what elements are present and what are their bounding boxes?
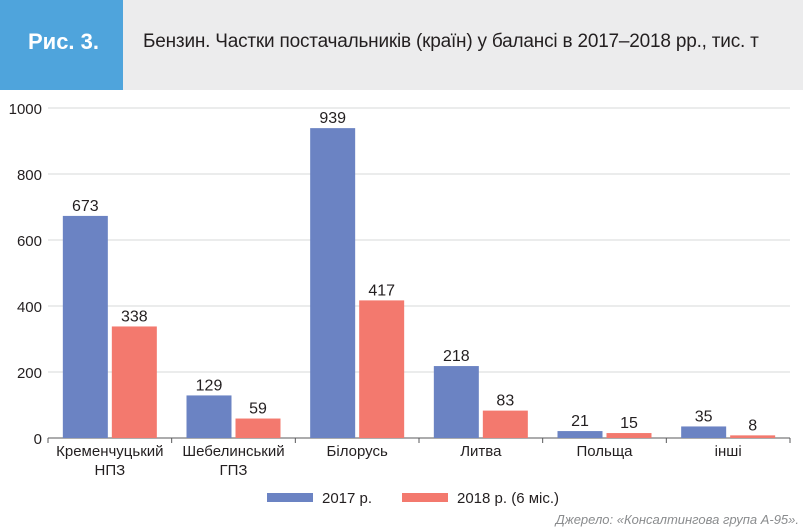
data-label: 15 [620, 415, 638, 432]
data-label: 83 [496, 393, 514, 410]
bar-2017 [310, 128, 356, 438]
badge-shape [0, 0, 123, 90]
x-tick-label: Шебелинський [182, 443, 284, 460]
x-tick-label: інші [715, 443, 742, 460]
data-label: 59 [249, 401, 267, 418]
data-label: 673 [72, 198, 99, 215]
x-tick-label: ГПЗ [220, 462, 248, 479]
bar-2017 [62, 215, 108, 438]
figure-label: Рис. 3. [28, 29, 100, 54]
bar-2017 [681, 426, 727, 438]
figure-badge [0, 0, 123, 90]
bar-2018 [359, 300, 405, 438]
data-label: 939 [319, 110, 346, 127]
bar-2018 [730, 435, 776, 438]
x-tick-label: Литва [460, 443, 502, 460]
legend-swatch [402, 493, 448, 502]
data-label: 129 [196, 377, 223, 394]
bar-2018 [606, 433, 652, 438]
data-label: 417 [368, 282, 395, 299]
y-tick-label: 600 [17, 233, 42, 250]
source-note: Джерело: «Консалтингова група А-95». [555, 512, 799, 527]
y-tick-label: 0 [34, 431, 42, 448]
data-label: 338 [121, 308, 148, 325]
legend-label: 2018 р. (6 міс.) [457, 490, 559, 507]
bar-2018 [482, 410, 528, 438]
y-tick-label: 800 [17, 167, 42, 184]
x-tick-label: Кременчуцький [56, 443, 163, 460]
y-tick-label: 400 [17, 299, 42, 316]
legend-swatch [267, 493, 313, 502]
data-label: 35 [695, 408, 713, 425]
data-label: 218 [443, 348, 470, 365]
bar-2017 [433, 366, 479, 438]
y-tick-label: 200 [17, 365, 42, 382]
data-label: 21 [571, 413, 589, 430]
bar-2018 [111, 326, 157, 438]
data-label: 8 [748, 417, 757, 434]
bar-2017 [186, 395, 232, 438]
chart-title: Бензин. Частки постачальників (країн) у … [143, 31, 759, 52]
bar-2017 [557, 431, 603, 438]
y-tick-label: 1000 [9, 101, 42, 118]
bar-chart: 0 200 400 600 800 1000 673 338 Кременчуцький НПЗ 1… [9, 101, 791, 507]
x-tick-label: НПЗ [94, 462, 125, 479]
figure-header [0, 0, 803, 90]
bar-2018 [235, 418, 281, 438]
x-tick-label: Білорусь [327, 443, 388, 460]
legend-label: 2017 р. [322, 490, 372, 507]
x-tick-label: Польща [576, 443, 633, 460]
